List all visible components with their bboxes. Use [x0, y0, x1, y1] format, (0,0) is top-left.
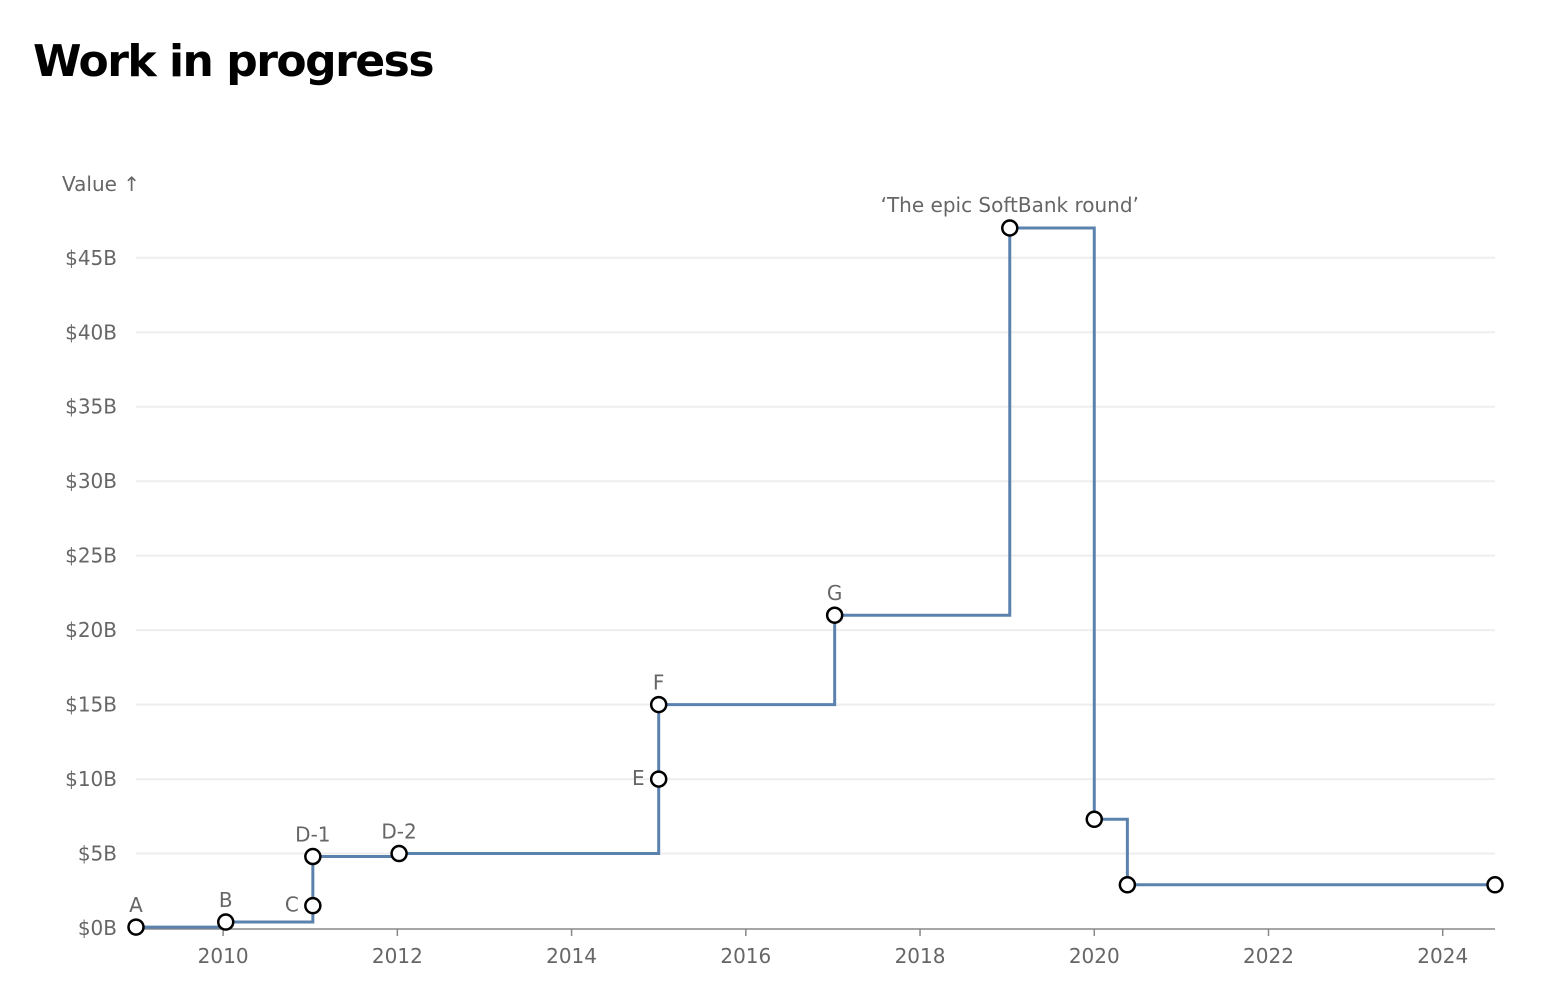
y-tick-label: $45B: [65, 246, 117, 270]
x-tick-label: 2020: [1069, 944, 1120, 968]
data-point-marker: [1118, 876, 1137, 894]
x-tick-label: 2022: [1243, 944, 1294, 968]
x-tick-label: 2014: [546, 944, 597, 968]
x-tick-label: 2016: [720, 944, 771, 968]
y-tick-label: $35B: [65, 395, 117, 419]
y-tick-label: $15B: [65, 693, 117, 717]
data-point-label: D-1: [295, 823, 330, 847]
data-point-marker: [649, 770, 668, 788]
y-tick-label: $30B: [65, 469, 117, 493]
x-tick-label: 2010: [198, 944, 249, 968]
x-axis: 2010 2012 2014 2016 2018 2020 2022 2024: [136, 928, 1495, 968]
gridlines: [136, 256, 1495, 855]
data-point-marker: [304, 847, 322, 866]
x-tick-label: 2024: [1417, 944, 1468, 968]
y-axis: Value ↑ $0B $5B $10B $15B $20B $25B $30B $35B $4…: [62, 172, 140, 940]
data-point-marker: [390, 844, 408, 863]
data-point-label: F: [653, 671, 665, 695]
y-tick-label: $20B: [65, 618, 117, 642]
series-line: [136, 226, 1495, 929]
data-point-marker: [825, 606, 844, 624]
data-point-label: D-2: [381, 820, 416, 844]
data-point-label: G: [827, 581, 843, 605]
x-tick-label: 2012: [372, 944, 423, 968]
data-point-marker: [304, 896, 322, 915]
data-point-marker: [1001, 219, 1019, 237]
x-tick-label: 2018: [895, 944, 946, 968]
data-point-label: B: [219, 888, 233, 912]
y-tick-label: $40B: [65, 320, 117, 344]
data-point-marker: [127, 918, 145, 936]
y-tick-label: $5B: [78, 842, 117, 866]
data-point-label: ‘The epic SoftBank round’: [881, 193, 1139, 217]
y-axis-label: Value ↑: [62, 172, 140, 196]
data-point-marker: [1085, 810, 1104, 829]
data-point-marker: [649, 695, 668, 714]
data-point-marker: [1486, 876, 1504, 894]
data-point-label: A: [129, 893, 143, 917]
data-point-label: E: [632, 766, 645, 790]
y-tick-label: $25B: [65, 544, 117, 568]
data-point-label: C: [285, 893, 299, 917]
series: [136, 226, 1495, 929]
y-tick-label: $0B: [78, 916, 117, 940]
y-tick-label: $10B: [65, 767, 117, 791]
data-points: A B C D-1 D-2 E F G ‘The epic SoftBank round’: [127, 193, 1504, 936]
data-point-marker: [216, 913, 235, 931]
chart-title: Work in progress: [33, 36, 435, 87]
